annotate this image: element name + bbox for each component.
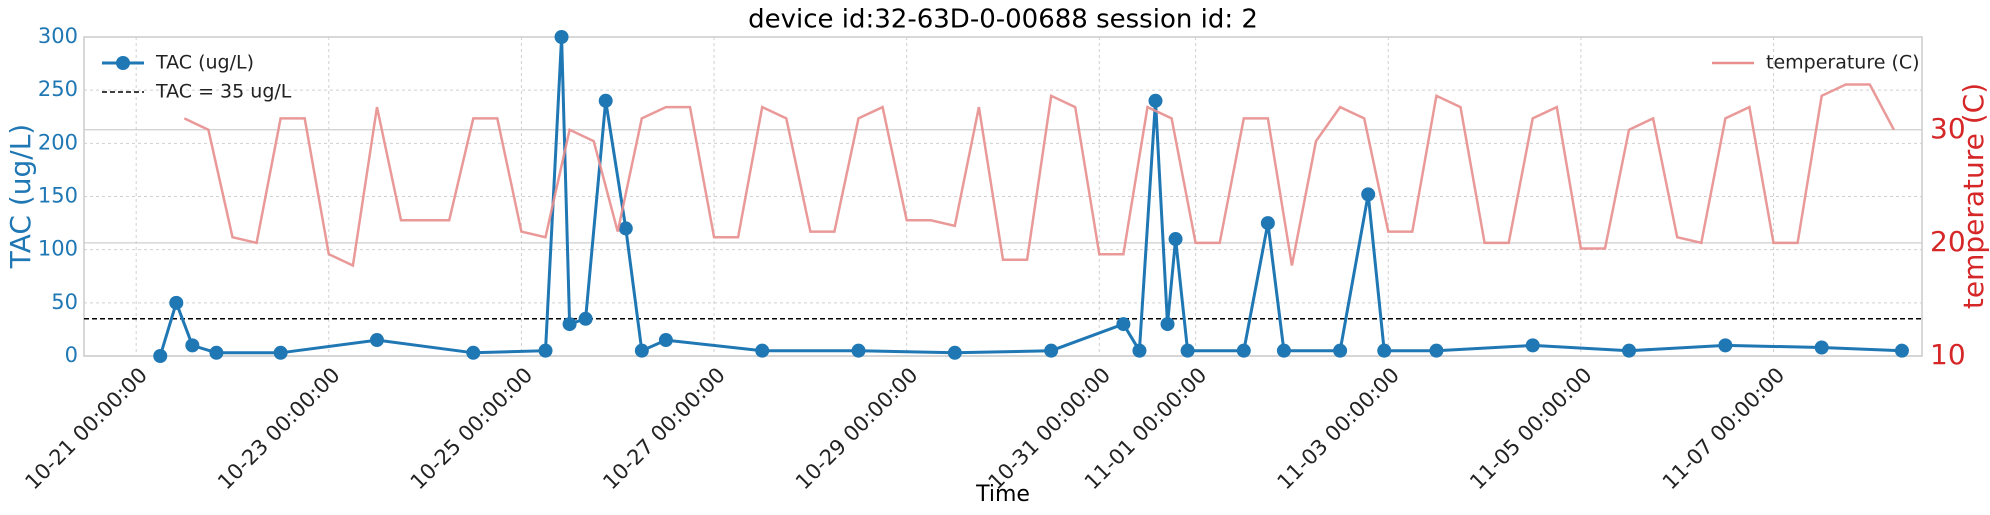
tac-point	[169, 295, 184, 310]
tac-point	[1894, 343, 1909, 358]
x-tick-label: 11-05 00:00:00	[1465, 363, 1597, 495]
chart-title: device id:32-63D-0-00688 session id: 2	[748, 5, 1258, 35]
tac-point	[209, 345, 224, 360]
y-tick-label: 200	[38, 130, 78, 154]
y-tick-label: 0	[65, 343, 78, 367]
tac-point	[153, 349, 168, 363]
tac-point	[466, 345, 481, 360]
tac-point	[369, 333, 384, 348]
legend-marker	[116, 56, 130, 70]
y-tick-label: 100	[38, 237, 78, 261]
tac-point	[1333, 343, 1348, 358]
y2-tick-label: 10	[1930, 338, 1966, 371]
x-axis-label: Time	[975, 482, 1030, 507]
tac-point	[598, 93, 613, 108]
legend-label: TAC (ug/L)	[155, 52, 254, 74]
y-tick-label: 250	[38, 77, 78, 101]
tac-point	[1622, 343, 1637, 358]
x-tick-label: 10-23 00:00:00	[213, 363, 345, 495]
legend-label: temperature (C)	[1766, 52, 1920, 74]
tac-point	[947, 345, 962, 360]
tac-point	[851, 343, 866, 358]
tac-point	[1525, 338, 1540, 353]
tac-point	[1160, 317, 1175, 332]
y-tick-label: 50	[51, 290, 78, 314]
legend-upper-left: TAC (ug/L) TAC = 35 ug/L	[102, 52, 292, 103]
y2-axis-label: temperature (C)	[1957, 83, 1990, 309]
tac-point	[1180, 343, 1195, 358]
tac-point	[1377, 343, 1392, 358]
y-tick-label: 150	[38, 184, 78, 208]
tac-point	[1132, 343, 1147, 358]
tac-point	[578, 311, 593, 326]
tac-point	[1044, 343, 1059, 358]
legend-label: TAC = 35 ug/L	[155, 81, 292, 103]
tac-point	[1429, 343, 1444, 358]
tac-point	[562, 317, 577, 332]
legend-upper-right: temperature (C)	[1712, 52, 1920, 74]
tac-point	[1168, 232, 1183, 247]
tac-point	[185, 338, 200, 353]
x-tick-label: 10-29 00:00:00	[791, 363, 923, 495]
tac-point	[1276, 343, 1291, 358]
tac-point	[538, 343, 553, 358]
y-axis-label: TAC (ug/L)	[4, 124, 37, 269]
x-tick-label: 10-21 00:00:00	[20, 363, 152, 495]
plot-frame	[83, 36, 1923, 357]
tac-point	[1260, 216, 1275, 231]
tac-point	[634, 343, 649, 358]
tac-point	[1814, 340, 1829, 355]
tac-point	[1148, 93, 1163, 108]
tac-point	[273, 345, 288, 360]
tac-point	[1718, 338, 1733, 353]
y2-tick-label: 30	[1930, 112, 1966, 145]
x-tick-label: 10-25 00:00:00	[406, 363, 538, 495]
tac-point	[1116, 317, 1131, 332]
y2-tick-label: 20	[1930, 225, 1966, 258]
tac-point	[1361, 187, 1376, 202]
x-tick-label: 10-27 00:00:00	[598, 363, 730, 495]
temperature-line	[183, 83, 1896, 268]
x-tick-label: 11-07 00:00:00	[1658, 363, 1790, 495]
y-tick-label: 300	[38, 24, 78, 48]
tac-point	[755, 343, 770, 358]
tac-point	[658, 333, 673, 348]
x-tick-label: 11-03 00:00:00	[1273, 363, 1405, 495]
tac-point	[554, 30, 569, 44]
tac-point	[618, 221, 633, 236]
tac-point	[1236, 343, 1251, 358]
